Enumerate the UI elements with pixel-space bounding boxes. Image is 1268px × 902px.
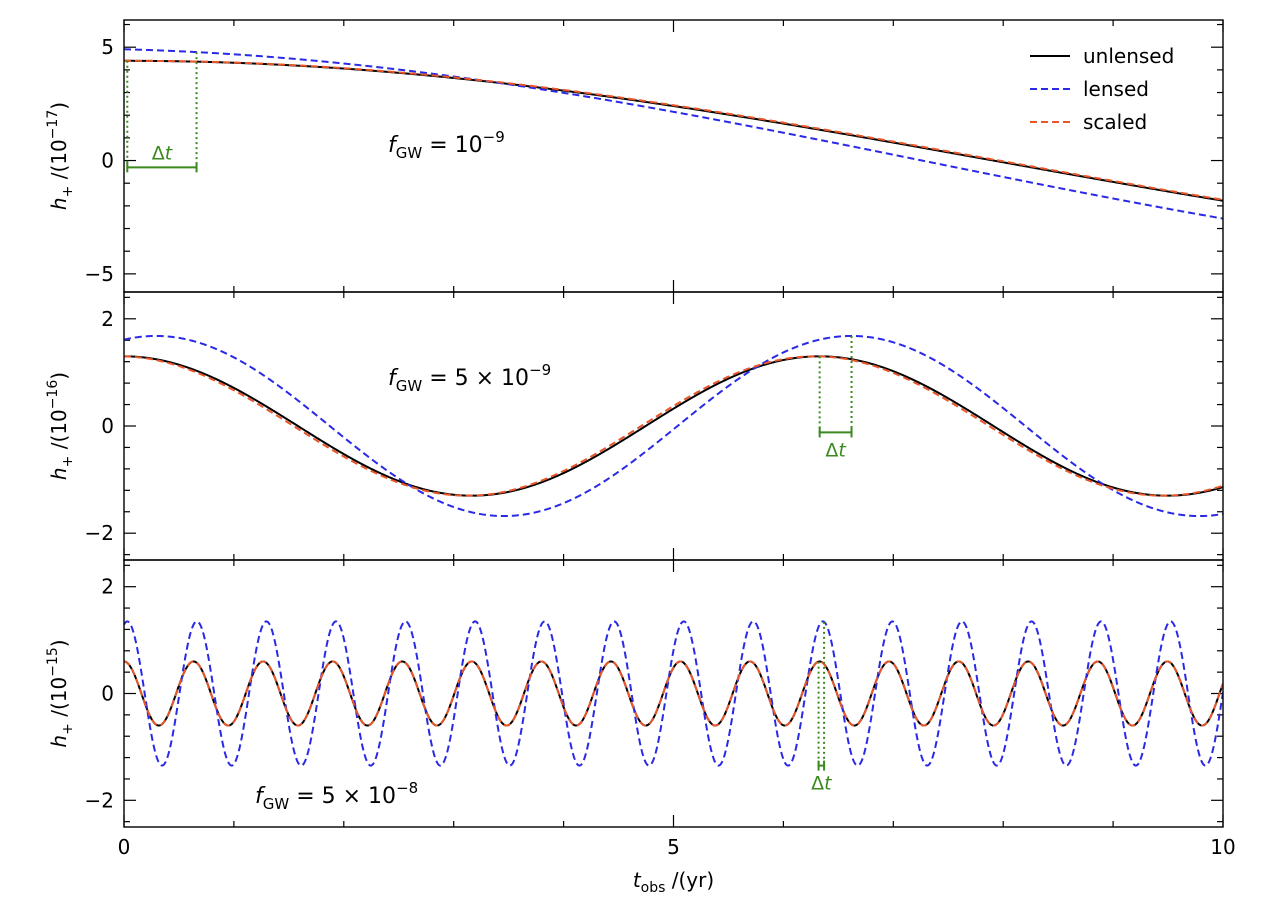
- series-unlensed: [124, 660, 1223, 727]
- legend-label: scaled: [1083, 110, 1147, 134]
- legend-item-lensed: lensed: [1030, 77, 1149, 101]
- y-axis-label: h+ /(10−16): [45, 372, 76, 480]
- series-unlensed: [124, 355, 1223, 497]
- panel-3: −2 0 2 h+ /(10−15) Δt fGW = 5 × 10−8: [45, 559, 1224, 828]
- legend-item-scaled: scaled: [1030, 110, 1147, 134]
- time-delay-marker: Δt: [126, 52, 198, 173]
- legend-item-unlensed: unlensed: [1030, 44, 1174, 68]
- y-tick-label: 2: [101, 307, 114, 331]
- x-tick-label: 10: [1210, 835, 1235, 859]
- panel-frame: [123, 559, 1224, 828]
- x-tick-label: 5: [667, 835, 680, 859]
- y-tick-label: 0: [101, 149, 114, 173]
- y-tick-label: 0: [101, 414, 114, 438]
- time-delay-marker: Δt: [811, 621, 833, 795]
- delay-label: Δt: [152, 142, 174, 164]
- delay-label: Δt: [811, 773, 833, 795]
- panel-frame: [123, 19, 1224, 293]
- series-scaled: [124, 660, 1223, 727]
- y-axis-label: h+ /(10−15): [45, 639, 76, 747]
- legend-label: lensed: [1083, 77, 1149, 101]
- y-axis-label: h+ /(10−17): [45, 102, 76, 210]
- legend-label: unlensed: [1083, 44, 1174, 68]
- y-tick-label: 0: [101, 682, 114, 706]
- y-tick-label: 2: [101, 575, 114, 599]
- frequency-annotation: fGW = 10−9: [388, 128, 505, 162]
- legend: unlensed lensed scaled: [1030, 44, 1174, 134]
- y-tick-label: −2: [85, 788, 114, 812]
- series-lensed: [124, 334, 1223, 518]
- y-tick-label: 5: [101, 35, 114, 59]
- series-lensed: [124, 48, 1223, 220]
- y-tick-label: −2: [85, 521, 114, 545]
- x-tick-label: 0: [118, 835, 131, 859]
- panel-frame: [123, 291, 1224, 561]
- series-lensed: [124, 620, 1223, 767]
- frequency-annotation: fGW = 5 × 10−8: [255, 779, 418, 813]
- panel-2: −2 0 2 h+ /(10−16) Δt fGW = 5 × 10−9: [45, 291, 1224, 561]
- panel-1: −5 0 5 h+ /(10−17) Δt fGW = 10−9: [45, 19, 1224, 293]
- time-delay-marker: Δt: [818, 335, 853, 461]
- y-tick-label: −5: [85, 262, 114, 286]
- series-scaled: [124, 59, 1223, 201]
- delay-label: Δt: [825, 439, 847, 461]
- series-unlensed: [124, 59, 1223, 202]
- frequency-annotation: fGW = 5 × 10−9: [388, 361, 551, 395]
- series-scaled: [124, 355, 1223, 497]
- x-axis-label: tobs /(yr): [633, 868, 714, 896]
